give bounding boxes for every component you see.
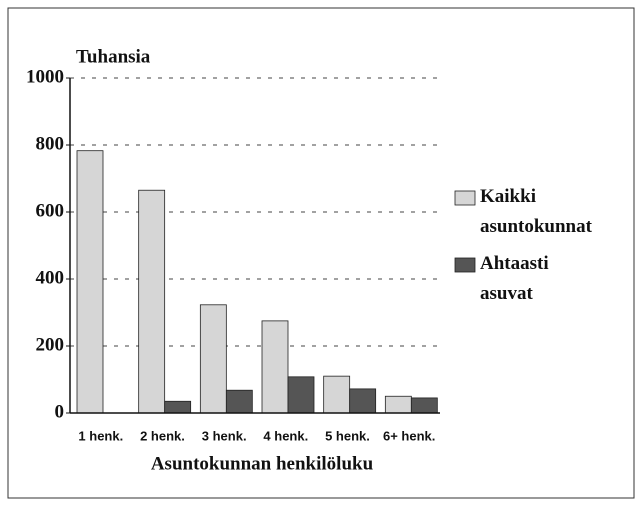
bar <box>323 375 351 414</box>
frame <box>7 7 635 499</box>
y-tick-label: 600 <box>36 200 65 221</box>
x-tick-label: 6+ henk. <box>383 428 435 443</box>
y-tick-label: 800 <box>36 133 65 154</box>
bar <box>199 304 227 414</box>
bar <box>225 389 253 414</box>
x-tick-label: 1 henk. <box>78 428 123 443</box>
bar <box>384 395 412 414</box>
y-tick-label: 200 <box>36 334 65 355</box>
y-tick-label: 1000 <box>26 66 64 87</box>
x-tick-label: 3 henk. <box>202 428 247 443</box>
legend-label: Kaikki asuntokunnat <box>480 186 593 237</box>
legend-swatch <box>454 190 476 206</box>
bar <box>76 150 104 414</box>
bar <box>410 397 438 414</box>
bar <box>164 400 192 414</box>
bar <box>138 189 166 414</box>
x-tick-label: 5 henk. <box>325 428 370 443</box>
y-tick-label: 0 <box>55 401 65 422</box>
y-tick-label: 400 <box>36 267 65 288</box>
y-axis-label: Tuhansia <box>76 46 151 67</box>
bar <box>261 320 289 414</box>
x-tick-label: 2 henk. <box>140 428 185 443</box>
x-axis-label: Asuntokunnan henkilöluku <box>151 453 374 474</box>
x-tick-label: 4 henk. <box>263 428 308 443</box>
legend-swatch <box>454 257 476 273</box>
bar <box>287 376 315 414</box>
legend-label: Ahtaasti asuvat <box>480 253 549 304</box>
bar <box>349 388 377 414</box>
